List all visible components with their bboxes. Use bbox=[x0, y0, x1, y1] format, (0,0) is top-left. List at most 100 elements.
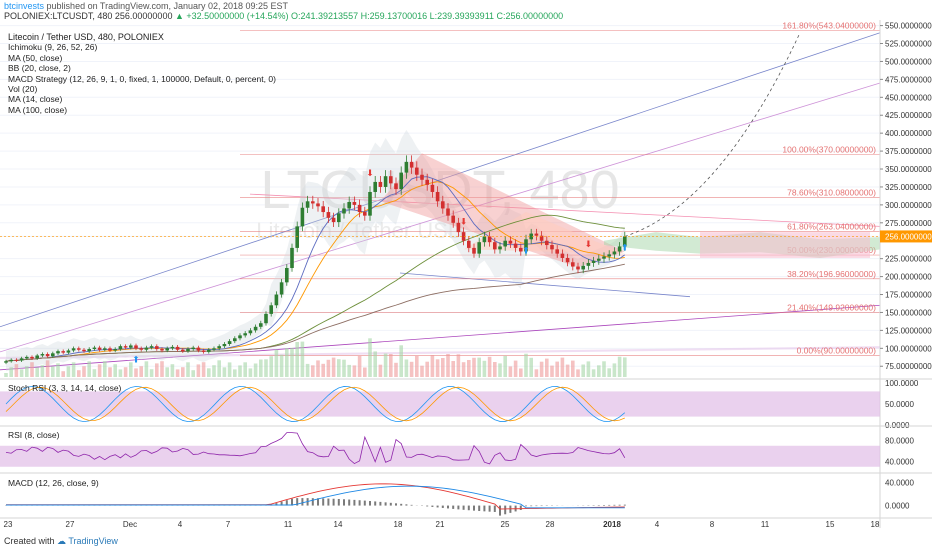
tradingview-logo-icon[interactable]: ☁ bbox=[57, 536, 67, 546]
macd-histogram-bar bbox=[389, 502, 392, 506]
volume-bar bbox=[56, 363, 60, 377]
trend-line bbox=[0, 82, 881, 353]
candle-body bbox=[92, 347, 97, 350]
volume-bar bbox=[118, 369, 123, 377]
macd-histogram-bar bbox=[452, 505, 455, 509]
volume-bar bbox=[40, 365, 45, 377]
legend-item[interactable]: MACD Strategy (12, 26, 9, 1, 0, fixed, 1… bbox=[8, 73, 276, 84]
candle-body bbox=[617, 246, 622, 252]
candle-body bbox=[82, 349, 86, 352]
time-tick-label: 18 bbox=[871, 520, 880, 529]
volume-bar bbox=[4, 373, 8, 377]
volume-bar bbox=[378, 364, 383, 377]
volume-bar bbox=[300, 341, 305, 377]
volume-bar bbox=[404, 359, 409, 377]
price-tick-label: 525.00000000 bbox=[885, 40, 932, 49]
candle-body bbox=[529, 233, 533, 240]
horizontal-band bbox=[0, 346, 880, 360]
buy-arrow-icon: ⬆ bbox=[132, 354, 140, 364]
time-tick-label: 14 bbox=[334, 520, 343, 529]
price-tick-label: 300.00000000 bbox=[885, 201, 932, 210]
tradingview-brand[interactable]: TradingView bbox=[68, 536, 118, 546]
volume-bar bbox=[342, 359, 346, 377]
volume-bar bbox=[113, 364, 117, 377]
volume-bar bbox=[108, 367, 112, 377]
volume-bar bbox=[409, 361, 414, 377]
publisher-name[interactable]: btcinvests bbox=[4, 1, 45, 11]
volume-bar bbox=[586, 361, 591, 377]
volume-bar bbox=[160, 361, 164, 377]
macd-histogram-bar bbox=[317, 498, 319, 506]
macd-histogram-bar bbox=[400, 503, 403, 506]
candle-body bbox=[155, 346, 159, 350]
macd-histogram-bar bbox=[291, 498, 293, 506]
fib-level-label: 0.00%(90.00000000) bbox=[797, 345, 877, 355]
candle-body bbox=[326, 212, 331, 218]
macd-histogram-bar bbox=[473, 505, 475, 511]
symbol-watermark-subtitle: Litecoin / Tether USD bbox=[256, 218, 463, 243]
legend-item[interactable]: BB (20, close, 2) bbox=[8, 63, 71, 74]
macd-histogram-bar bbox=[337, 498, 340, 506]
legend-item[interactable]: Ichimoku (9, 26, 52, 26) bbox=[8, 42, 98, 53]
price-change: +32.50000000 (+14.54%) bbox=[186, 11, 289, 21]
volume-bar bbox=[617, 356, 622, 377]
candle-body bbox=[118, 346, 123, 350]
indicator-band bbox=[0, 391, 880, 417]
legend-item[interactable]: Vol (20) bbox=[8, 84, 38, 95]
volume-bar bbox=[186, 362, 190, 377]
last-price: 256.00000000 bbox=[114, 11, 173, 21]
candle-body bbox=[61, 351, 65, 353]
volume-bar bbox=[571, 360, 575, 377]
volume-bar bbox=[430, 355, 435, 377]
candle-body bbox=[415, 167, 419, 175]
legend-item[interactable]: MA (14, close) bbox=[8, 94, 63, 105]
macd-histogram-bar bbox=[608, 504, 611, 506]
volume-bar bbox=[368, 338, 372, 377]
legend-item[interactable]: MA (100, close) bbox=[8, 104, 68, 115]
macd-histogram-bar bbox=[374, 501, 377, 506]
candle-body bbox=[139, 348, 143, 350]
candle-body bbox=[253, 326, 258, 331]
candle-body bbox=[212, 348, 216, 350]
rsi-line bbox=[5, 432, 626, 465]
indicator-tick-label: 100.0000 bbox=[885, 379, 919, 388]
macd-histogram-bar bbox=[395, 503, 397, 506]
candle-body bbox=[285, 267, 289, 283]
volume-bar bbox=[529, 357, 533, 377]
footer: Created with ☁ TradingView bbox=[4, 536, 118, 547]
symbol-label: POLONIEX:LTCUSDT, 480 bbox=[4, 11, 113, 21]
price-tick-label: 175.00000000 bbox=[885, 291, 932, 300]
macd-histogram-bar bbox=[457, 505, 460, 510]
volume-bar bbox=[35, 367, 39, 377]
candle-body bbox=[305, 201, 310, 208]
volume-bar bbox=[175, 369, 180, 377]
chart-title: Litecoin / Tether USD, 480, POLONIEX bbox=[8, 32, 164, 42]
candle-body bbox=[290, 247, 294, 268]
volume-bar bbox=[565, 364, 570, 377]
candle-body bbox=[399, 172, 403, 190]
indicator-tick-label: 40.0000 bbox=[885, 458, 914, 467]
volume-bar bbox=[331, 357, 336, 377]
time-tick-label: 4 bbox=[178, 520, 183, 529]
volume-bar bbox=[373, 351, 377, 377]
volume-bar bbox=[19, 369, 24, 377]
volume-bar bbox=[316, 360, 320, 377]
candle-body bbox=[264, 313, 268, 324]
candle-body bbox=[352, 202, 357, 205]
candle-body bbox=[248, 330, 253, 334]
volume-bar bbox=[446, 354, 450, 377]
macd-histogram-bar bbox=[327, 498, 330, 506]
macd-label: MACD (12, 26, close, 9) bbox=[8, 478, 99, 488]
macd-histogram-bar bbox=[343, 499, 345, 506]
candle-body bbox=[534, 233, 539, 236]
candle-body bbox=[129, 345, 133, 348]
candle-body bbox=[555, 249, 559, 254]
candle-body bbox=[435, 191, 440, 202]
volume-bar bbox=[352, 365, 357, 377]
macd-histogram-bar bbox=[530, 505, 533, 507]
candle-body bbox=[597, 258, 601, 261]
legend-item[interactable]: MA (50, close) bbox=[8, 52, 63, 63]
volume-bar bbox=[196, 364, 201, 377]
volume-bar bbox=[274, 349, 279, 377]
